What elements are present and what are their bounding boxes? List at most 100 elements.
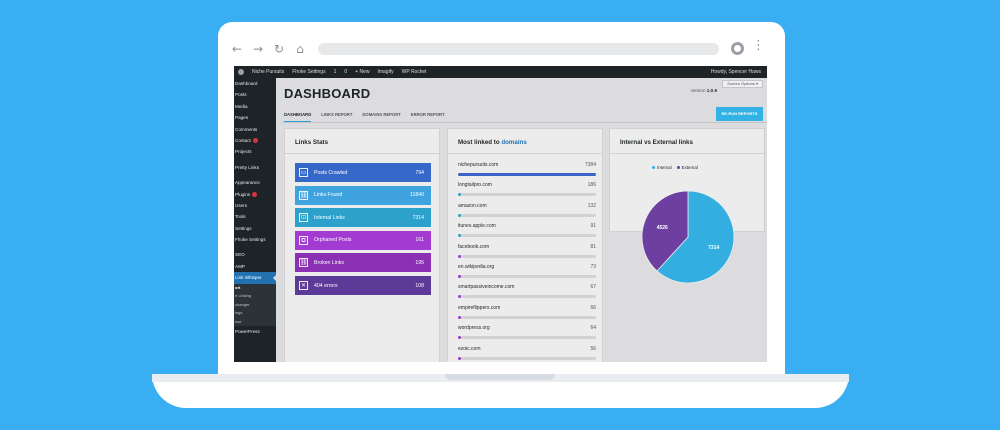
pie-slice-external[interactable]	[641, 190, 689, 272]
domain-bar-fill	[458, 193, 462, 197]
sidebar-item-label: Settings	[235, 225, 252, 231]
stat-value: 7314	[412, 214, 424, 221]
sidebar-item-plugins[interactable]: Plugins	[234, 189, 276, 200]
sidebar-item-media[interactable]: Media	[234, 101, 276, 112]
update-badge	[252, 191, 258, 197]
stat-row-internal-links[interactable]: ⊡ Internal Links 7314	[295, 208, 431, 228]
orphan-icon: ⧉	[299, 235, 308, 245]
domain-row[interactable]: amazon.com 132	[458, 203, 596, 217]
legend-internal[interactable]: Internal	[652, 165, 672, 170]
home-icon[interactable]: ⌂	[296, 42, 304, 56]
adminbar-howdy[interactable]: Howdy, Spencer Haws	[710, 69, 761, 75]
domain-row[interactable]: nichepursuits.com 7384	[458, 162, 596, 176]
pie-slice-internal[interactable]	[656, 190, 735, 284]
submenu-item[interactable]: nse	[235, 318, 242, 324]
domain-name[interactable]: empireflippers.com	[458, 304, 501, 311]
stat-label: Posts Crawled	[314, 169, 348, 176]
submenu-item[interactable]: changer	[235, 301, 250, 307]
stat-row-posts-crawled[interactable]: ▭ Posts Crawled 794	[295, 163, 431, 182]
pie-legend: Internal External	[652, 165, 703, 170]
domain-count: 66	[590, 304, 596, 311]
browser-toolbar: ← → ↻ ⌂ ⋮	[228, 36, 773, 62]
domain-name[interactable]: amazon.com	[458, 202, 487, 209]
domain-name[interactable]: itunes.apple.com	[458, 223, 496, 230]
reload-icon[interactable]: ↻	[273, 42, 285, 56]
version-number: 1.0.9	[706, 88, 717, 93]
sidebar-item-fhoke-settings[interactable]: Fhoke Settings	[234, 234, 276, 245]
domain-row[interactable]: en.wikipedia.org 73	[458, 264, 596, 278]
sidebar-item-dashboard[interactable]: Dashboard	[234, 78, 276, 89]
domain-row[interactable]: wordpress.org 64	[458, 325, 596, 340]
domain-row[interactable]: smartpassiveincome.com 67	[458, 284, 596, 299]
domain-row[interactable]: empireflippers.com 66	[458, 305, 596, 319]
sidebar-item-label: Users	[235, 202, 247, 208]
rerun-reports-button[interactable]: RE-RUN REPORTS	[716, 107, 763, 121]
tab-links-report[interactable]: LINKS REPORT	[321, 112, 353, 117]
extension-icon[interactable]	[731, 42, 744, 55]
domain-row[interactable]: facebook.com 81	[458, 244, 596, 258]
sidebar-item-appearance[interactable]: Appearance	[234, 177, 276, 188]
kebab-menu-icon[interactable]: ⋮	[752, 38, 765, 53]
sidebar-item-powerpress[interactable]: PowerPress	[235, 329, 260, 335]
domain-count: 67	[590, 284, 596, 291]
domain-bar-track	[458, 295, 596, 299]
stat-row-links-found[interactable]: ⛓ Links Found 11840	[295, 185, 431, 205]
submenu-item[interactable]: ings	[235, 310, 243, 316]
sidebar-item-settings[interactable]: Settings	[234, 223, 276, 234]
adminbar-new[interactable]: + New	[355, 69, 370, 75]
forward-arrow-icon[interactable]: →	[252, 42, 264, 56]
sidebar-item-contact[interactable]: Contact	[234, 135, 276, 146]
domain-row[interactable]: longtailpro.com 186	[458, 182, 596, 197]
adminbar-imagify[interactable]: Imagify	[377, 69, 394, 75]
domain-name[interactable]: nichepursuits.com	[458, 162, 499, 168]
domain-name[interactable]: en.wikipedia.org	[458, 264, 495, 270]
sidebar-item-users[interactable]: Users	[234, 200, 276, 211]
stat-value: 11840	[409, 192, 424, 199]
sidebar-item-comments[interactable]: Comments	[234, 124, 276, 135]
domains-title: Most linked to domains	[458, 139, 527, 146]
legend-external[interactable]: External	[676, 165, 698, 170]
adminbar-comments[interactable]: 0	[344, 69, 348, 75]
stat-value: 195	[415, 259, 424, 266]
domain-row[interactable]: itunes.apple.com 91	[458, 223, 596, 238]
adminbar-site-name[interactable]: Niche Pursuits	[252, 69, 285, 75]
wordpress-logo-icon[interactable]	[238, 69, 244, 75]
domain-name[interactable]: longtailpro.com	[458, 182, 492, 189]
domain-count: 64	[590, 325, 596, 332]
tab-dashboard[interactable]: DASHBOARD	[284, 110, 312, 122]
screen-options-button[interactable]: Screen Options ▾	[722, 80, 763, 88]
sidebar-item-pretty-links[interactable]: Pretty Links	[234, 162, 276, 173]
sidebar-item-amp[interactable]: AMP	[234, 261, 276, 272]
submenu-item[interactable]: ort	[235, 284, 241, 290]
address-bar[interactable]	[318, 43, 719, 55]
adminbar-wp-rocket[interactable]: WP Rocket	[401, 69, 427, 75]
domains-title-link[interactable]: domains	[501, 139, 527, 146]
domain-row-header: wordpress.org 64	[458, 325, 596, 333]
sidebar-item-link-whisper[interactable]: Link Whisper	[234, 272, 276, 284]
domain-name[interactable]: ezoic.com	[458, 345, 481, 352]
tab-error-report[interactable]: ERROR REPORT	[410, 112, 445, 117]
sidebar-item-tools[interactable]: Tools	[234, 211, 276, 222]
adminbar-updates[interactable]: 1	[333, 69, 337, 75]
domain-name[interactable]: wordpress.org	[458, 325, 490, 332]
domain-bar-track	[458, 315, 596, 319]
adminbar-item[interactable]: Fhoke Settings	[292, 69, 326, 75]
sidebar-item-posts[interactable]: Posts	[234, 89, 276, 100]
sidebar-item-seo[interactable]: SEO	[234, 249, 276, 260]
domain-name[interactable]: smartpassiveincome.com	[458, 284, 515, 291]
domain-row-header: en.wikipedia.org 73	[458, 264, 596, 272]
sidebar-item-label: Dashboard	[235, 81, 258, 86]
stat-row-broken-links[interactable]: ⛓ Broken Links 195	[295, 253, 431, 273]
sidebar-item-pages[interactable]: Pages	[234, 112, 276, 123]
sidebar-item-label: Projects	[235, 149, 252, 155]
stat-row-orphaned-posts[interactable]: ⧉ Orphaned Posts 161	[295, 230, 431, 250]
sidebar-item-projects[interactable]: Projects	[234, 146, 276, 157]
domain-name[interactable]: facebook.com	[458, 243, 490, 250]
domain-row-header: facebook.com 81	[458, 244, 596, 252]
submenu-item[interactable]: e Linking	[235, 293, 252, 299]
stat-row-404-errors[interactable]: ✕ 404 errors 108	[295, 276, 431, 295]
back-arrow-icon[interactable]: ←	[231, 42, 243, 56]
domain-row[interactable]: ezoic.com 56	[458, 346, 596, 360]
tab-domains-report[interactable]: DOMAINS REPORT	[362, 112, 401, 117]
version-label: version 1.0.9	[691, 88, 717, 93]
